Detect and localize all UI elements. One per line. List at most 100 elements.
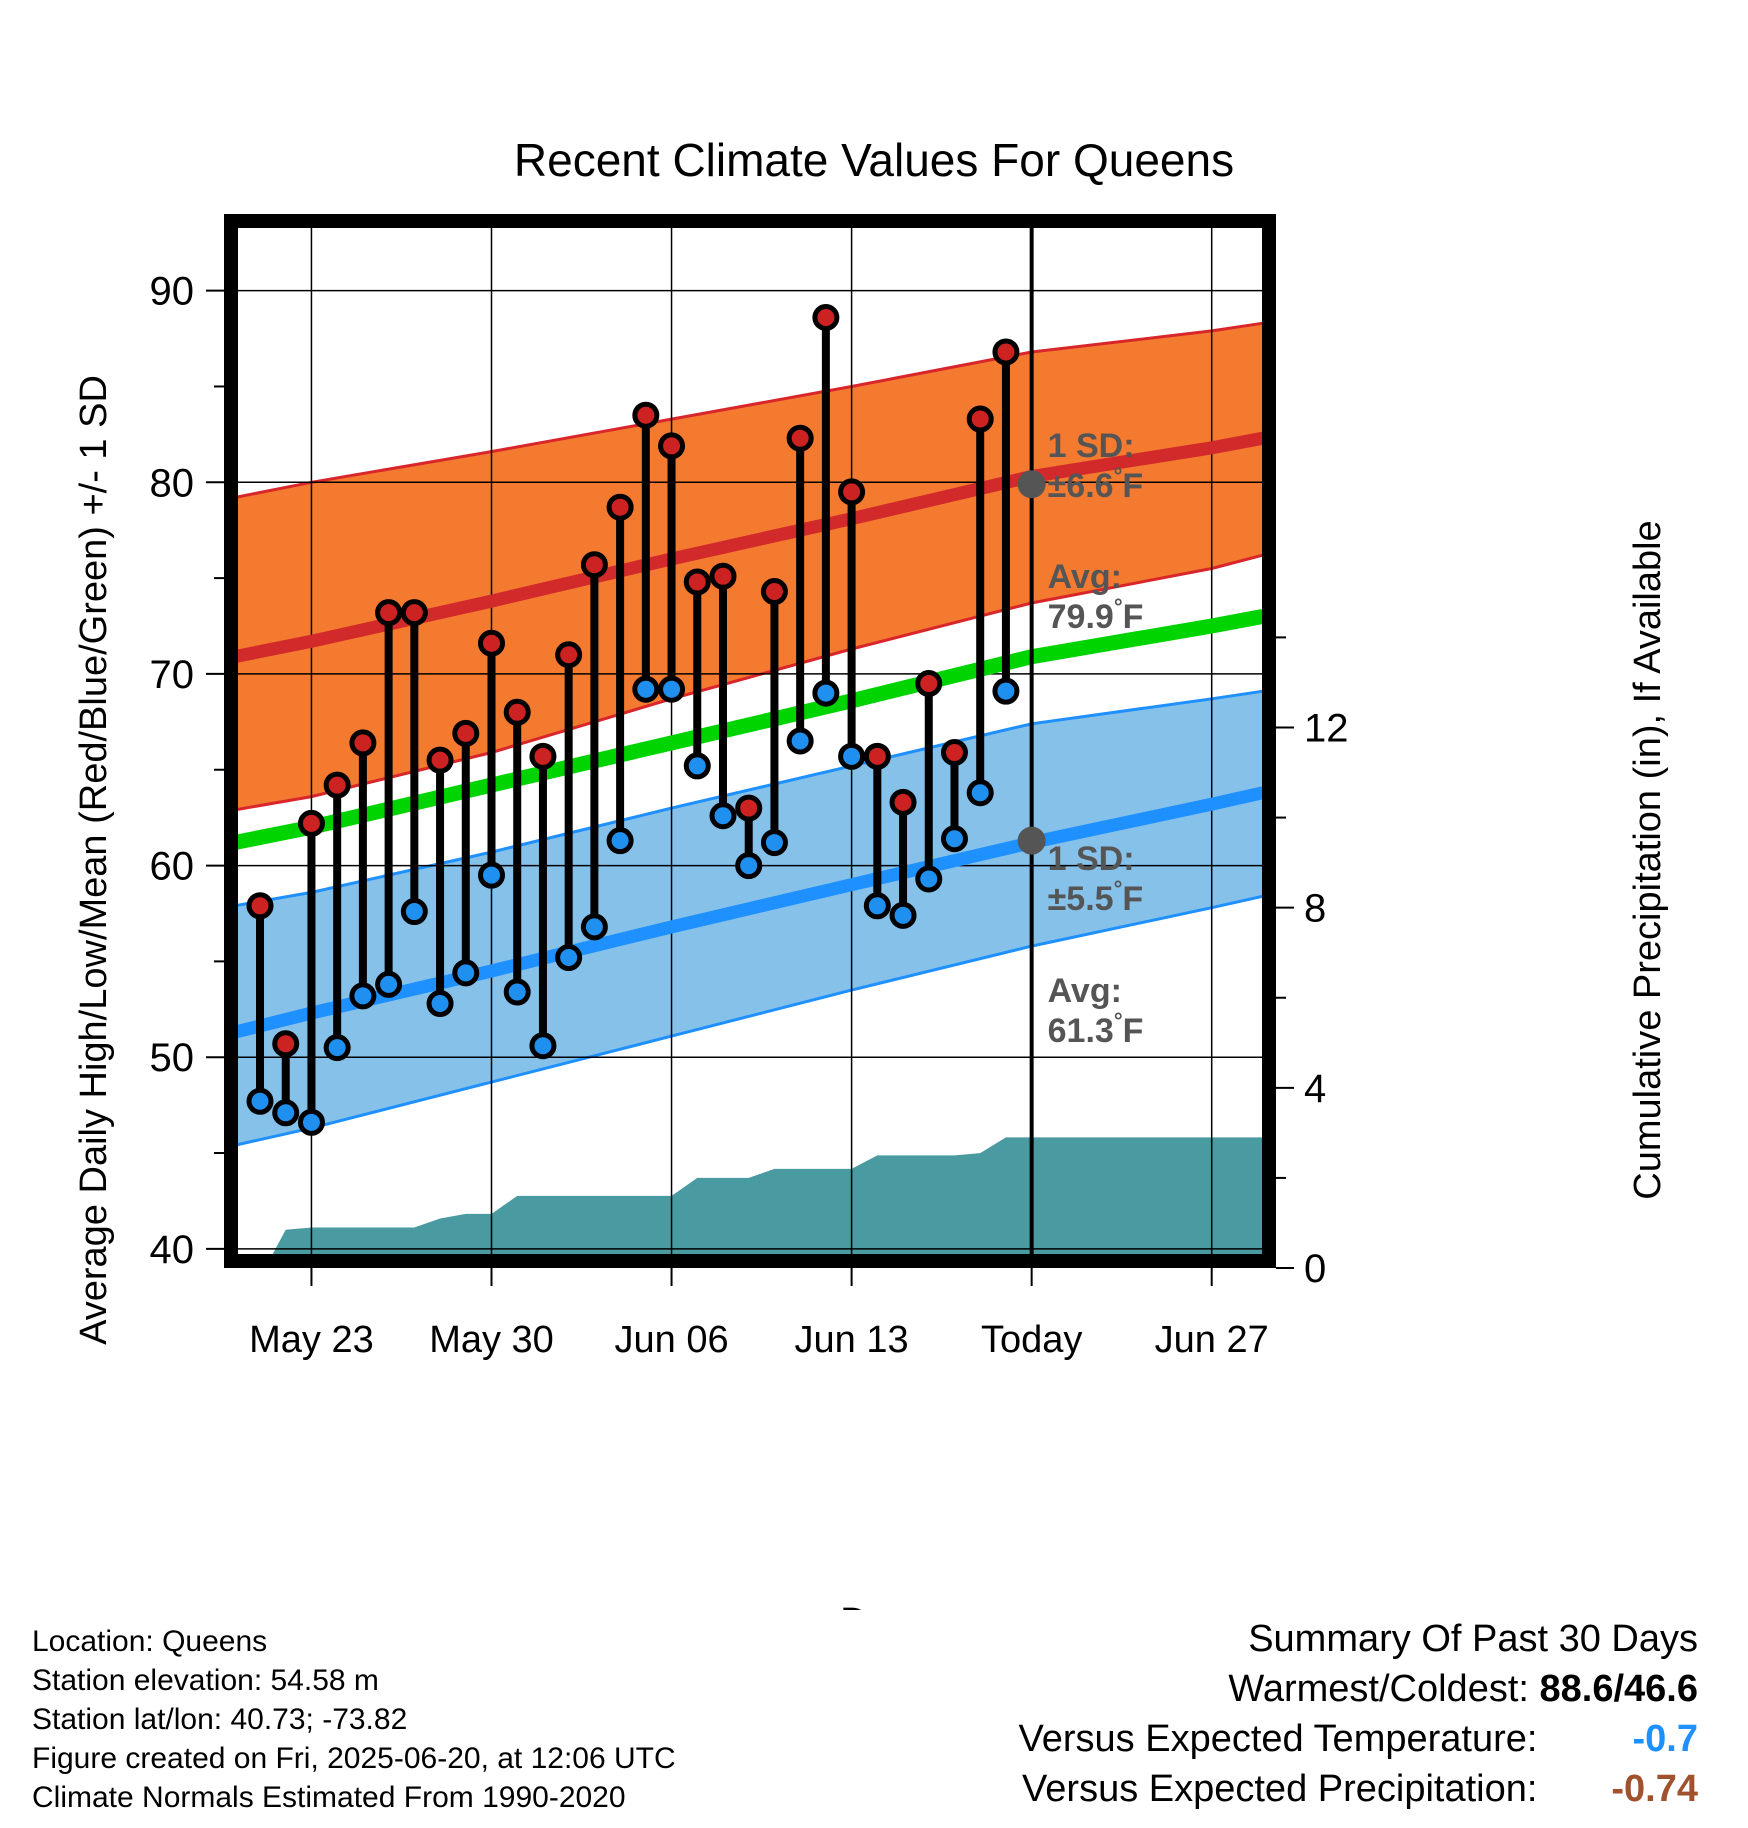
daily-high-point <box>966 405 994 433</box>
daily-low-point <box>838 742 866 770</box>
daily-low-point <box>349 982 377 1010</box>
high-avg-annotation-unit: F <box>1123 598 1144 636</box>
today-high-avg-marker <box>1017 470 1046 499</box>
daily-low-point <box>940 825 968 853</box>
x-tick-label: Jun 13 <box>795 1319 909 1361</box>
daily-high-point <box>349 729 377 757</box>
daily-low-point <box>760 829 788 857</box>
daily-low-point <box>709 802 737 830</box>
y-tick-label: 90 <box>150 270 195 314</box>
high-sd-annotation-value: ±6.6 <box>1048 467 1114 505</box>
low-avg-annotation-degree: ° <box>1114 1008 1123 1033</box>
daily-high-point <box>992 338 1020 366</box>
low-avg-annotation-value: 61.3 <box>1048 1012 1114 1050</box>
daily-low-point <box>555 944 583 972</box>
precip-area <box>265 1137 1264 1268</box>
daily-high-point <box>555 641 583 669</box>
low-sd-annotation-unit: F <box>1122 880 1143 918</box>
warm-cold-label: Warmest/Coldest: <box>1228 1668 1529 1710</box>
high-avg-annotation-degree: ° <box>1114 594 1123 619</box>
daily-low-point <box>735 852 763 880</box>
created-text: Figure created on Fri, 2025-06-20, at 12… <box>32 1742 676 1775</box>
daily-high-point <box>838 478 866 506</box>
daily-high-point <box>940 738 968 766</box>
daily-high-point <box>323 771 351 799</box>
daily-high-point <box>683 568 711 596</box>
temp-value: -0.7 <box>1632 1718 1698 1760</box>
x-tick-label: May 30 <box>429 1319 554 1361</box>
station-info: Location: Queens Station elevation: 54.5… <box>32 1622 676 1817</box>
low-band-upper-edge <box>234 689 1264 908</box>
high-sd-annotation-line1: 1 SD: <box>1048 427 1135 465</box>
daily-low-point <box>658 675 686 703</box>
x-tick-label: Jun 27 <box>1155 1319 1269 1361</box>
daily-high-point <box>760 578 788 606</box>
precip-days-number: 30 <box>1044 1373 1084 1414</box>
y-axis-label-right: Cumulative Precipitation (in), If Availa… <box>1627 520 1669 1199</box>
daily-low-point <box>503 978 531 1006</box>
daily-low-point <box>400 898 428 926</box>
daily-low-point <box>478 861 506 889</box>
x-tick-label: Today <box>981 1319 1082 1361</box>
plot-frame <box>224 214 1276 1268</box>
daily-low-point <box>863 892 891 920</box>
high-band-upper-edge <box>234 321 1264 500</box>
high-sd-annotation-unit: F <box>1122 467 1143 505</box>
daily-high-point <box>812 303 840 331</box>
y-right-tick-label: 8 <box>1304 887 1326 931</box>
daily-low-point <box>632 675 660 703</box>
precip-value: -0.74 <box>1611 1768 1698 1810</box>
y-right-tick-label: 4 <box>1304 1067 1326 1111</box>
low-sd-annotation-value: ±5.5 <box>1048 880 1114 918</box>
high-avg-annotation: Avg: 79.9°F <box>1048 558 1144 636</box>
daily-low-point <box>606 827 634 855</box>
daily-high-point <box>503 698 531 726</box>
daily-low-point <box>889 901 917 929</box>
precip-days-word: Days <box>1044 1415 1130 1456</box>
high-sd-annotation: 1 SD: ±6.6°F <box>1048 427 1144 505</box>
latlon-text: Station lat/lon: 40.73; -73.82 <box>32 1703 408 1736</box>
high-avg-annotation-value: 79.9 <box>1048 598 1114 636</box>
x-tick-label: Jun 06 <box>615 1319 729 1361</box>
y-right-tick-label: 0 <box>1304 1247 1326 1291</box>
overall-mean-line <box>232 609 1265 850</box>
daily-high-point <box>478 629 506 657</box>
y-tick-label: 80 <box>150 461 195 505</box>
daily-low-point <box>580 913 608 941</box>
elevation-text: Station elevation: 54.58 m <box>32 1664 379 1697</box>
summary-panel: Summary Of Past 30 Days Warmest/Coldest:… <box>1019 1614 1698 1814</box>
high-sd-annotation-degree: ° <box>1114 463 1123 488</box>
daily-high-point <box>658 432 686 460</box>
daily-low-point <box>683 752 711 780</box>
daily-high-point <box>529 742 557 770</box>
summary-warm-cold: Warmest/Coldest: 88.6/46.6 <box>1019 1664 1698 1714</box>
daily-high-point <box>580 551 608 579</box>
today-low-avg-marker <box>1017 826 1046 855</box>
daily-high-point <box>889 788 917 816</box>
daily-high-point <box>606 493 634 521</box>
y-tick-label: 70 <box>150 653 195 697</box>
low-avg-annotation-unit: F <box>1123 1012 1144 1050</box>
daily-high-point <box>400 599 428 627</box>
daily-low-point <box>915 865 943 893</box>
daily-low-point <box>812 679 840 707</box>
x-axis-label: Day <box>840 1601 908 1610</box>
daily-low-point <box>375 970 403 998</box>
temp-label: Versus Expected Temperature: <box>1018 1718 1538 1760</box>
low-band-lower-edge <box>233 894 1264 1147</box>
daily-low-point <box>529 1032 557 1060</box>
daily-low-point <box>323 1034 351 1062</box>
daily-low-point <box>992 677 1020 705</box>
daily-high-point <box>272 1030 300 1058</box>
summary-precip: Versus Expected Precipitation: -0.74 <box>1019 1764 1698 1814</box>
daily-high-point <box>786 424 814 452</box>
daily-high-point <box>632 401 660 429</box>
daily-high-point <box>863 742 891 770</box>
low-sd-annotation: 1 SD: ±5.5°F <box>1048 840 1144 918</box>
low-sd-annotation-line1: 1 SD: <box>1048 840 1135 878</box>
daily-low-point <box>452 959 480 987</box>
daily-low-point <box>246 1087 274 1115</box>
daily-low-point <box>272 1099 300 1127</box>
low-avg-annotation: Avg: 61.3°F <box>1048 972 1144 1050</box>
y-axis-label: Average Daily High/Low/Mean (Red/Blue/Gr… <box>73 375 115 1345</box>
